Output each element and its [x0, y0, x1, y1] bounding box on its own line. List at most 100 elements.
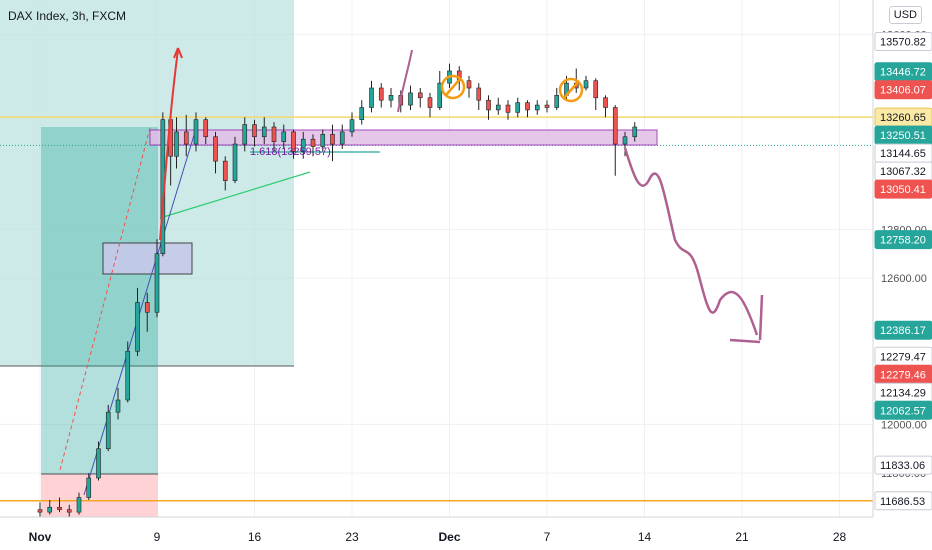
time-tick-label: Nov: [29, 530, 52, 544]
candle: [96, 448, 101, 479]
price-label: 12279.46: [880, 369, 926, 381]
price-label: 13570.82: [880, 36, 926, 48]
candle: [37, 509, 43, 513]
price-label: 12134.29: [880, 387, 926, 399]
time-tick-label: 14: [638, 530, 652, 544]
trendline-green: [159, 171, 311, 219]
candle: [154, 253, 160, 313]
candle: [213, 136, 218, 162]
trendline-dashed: [59, 127, 151, 471]
candle: [183, 131, 189, 145]
candle: [174, 131, 179, 157]
candle: [378, 87, 384, 101]
chart-title: DAX Index, 3h, FXCM: [8, 9, 127, 23]
candle: [534, 104, 540, 111]
price-label: 12062.57: [880, 405, 926, 417]
candle: [486, 99, 491, 111]
candle: [66, 509, 72, 513]
candle: [232, 143, 238, 181]
candle: [515, 102, 521, 113]
pink-stroke: [397, 49, 413, 113]
candle: [612, 107, 618, 145]
candle: [86, 477, 92, 498]
price-label-box: [874, 400, 932, 420]
demand-box: [102, 242, 193, 275]
candle: [583, 80, 589, 89]
candle: [505, 104, 511, 113]
currency-button[interactable]: USD: [888, 6, 922, 24]
candle: [222, 160, 228, 181]
projection-path: [623, 147, 759, 336]
candle: [554, 95, 560, 108]
price-label-box: [874, 230, 932, 250]
candle: [476, 87, 482, 101]
candle: [388, 95, 394, 101]
price-tick-label: 12000.00: [881, 419, 927, 431]
candle: [76, 497, 82, 513]
price-label-box: [874, 455, 932, 475]
time-tick-label: 23: [345, 530, 359, 544]
impulse-arrow-head: [173, 47, 183, 59]
candle: [330, 134, 335, 145]
price-label-box: [874, 31, 932, 51]
candle: [105, 411, 111, 450]
candle: [495, 104, 501, 111]
candle: [300, 138, 306, 152]
candle: [427, 97, 433, 108]
resistance-box: [149, 129, 658, 146]
entry-zone: [41, 127, 158, 474]
candle: [632, 126, 638, 138]
candle: [622, 136, 628, 145]
candle: [261, 126, 267, 138]
rejection-slash: [563, 81, 579, 99]
candle: [320, 134, 326, 147]
candle: [291, 131, 296, 152]
candle: [242, 124, 248, 145]
price-label: 12758.20: [880, 235, 926, 247]
price-tick-label: 12600.00: [881, 273, 927, 285]
candle: [437, 82, 443, 108]
price-label-box: [874, 491, 932, 511]
candle: [135, 302, 140, 352]
impulse-arrow: [159, 49, 179, 241]
time-tick-label: 9: [154, 530, 161, 544]
price-label: 12279.47: [880, 351, 926, 363]
price-label: 13067.32: [880, 166, 926, 178]
rejection-slash: [445, 78, 461, 96]
candle: [593, 80, 599, 99]
price-label-box: [874, 179, 932, 199]
price-label-box: [874, 80, 932, 100]
time-tick-label: 21: [735, 530, 749, 544]
price-label: 12386.17: [880, 325, 926, 337]
candle: [281, 131, 287, 142]
candle: [203, 119, 209, 138]
price-label: 13406.07: [880, 85, 926, 97]
candle: [466, 80, 472, 89]
projection-arrow: [729, 294, 764, 344]
price-label: 13144.65: [880, 148, 926, 160]
time-tick-label: Dec: [438, 530, 460, 544]
fib-label: 1.618(13259.57): [250, 146, 331, 158]
rejection-circle: [558, 77, 584, 103]
time-tick-label: 16: [248, 530, 262, 544]
candle: [115, 399, 121, 413]
loss-zone: [41, 474, 158, 517]
time-tick-label: 7: [544, 530, 551, 544]
candle: [417, 92, 423, 99]
candle: [193, 119, 199, 145]
price-label: 13446.72: [880, 67, 926, 79]
candle: [310, 138, 316, 147]
candle: [349, 119, 355, 133]
price-label: 13050.41: [880, 184, 926, 196]
candle: [144, 302, 150, 313]
candle: [408, 92, 413, 106]
price-label: 11833.06: [880, 460, 925, 472]
candle: [47, 506, 53, 513]
candle: [252, 124, 257, 138]
candle: [359, 107, 365, 120]
candle: [544, 104, 550, 108]
time-tick-label: 28: [833, 530, 847, 544]
candle: [369, 87, 374, 108]
